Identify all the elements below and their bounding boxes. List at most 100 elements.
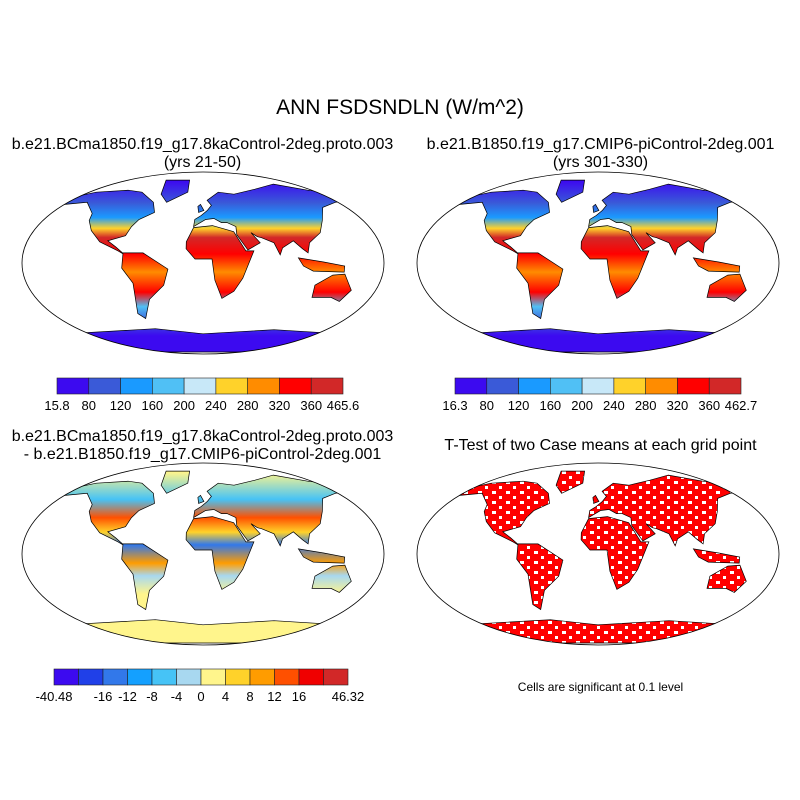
- colorbar-label: 15.8: [44, 398, 69, 413]
- colorbar-label: -12: [118, 689, 137, 704]
- land-north-america: [63, 480, 155, 547]
- colorbar-box: [183, 377, 217, 395]
- land-indonesia: [692, 548, 741, 564]
- colorbar-box: [279, 377, 312, 395]
- colorbar-label: 16: [292, 689, 306, 704]
- colorbar-label: 240: [205, 398, 227, 413]
- colorbar-box: [78, 668, 104, 686]
- colorbar-box: [200, 668, 226, 686]
- colorbar-box: [127, 668, 153, 686]
- panel3-subtitle: - b.e21.B1850.f19_g17.CMIP6-piControl-2d…: [23, 446, 382, 463]
- colorbar-label: 320: [667, 398, 689, 413]
- map-border: [21, 171, 385, 355]
- map-border: [21, 462, 385, 646]
- colorbar-label: 120: [508, 398, 530, 413]
- colorbar-label: 160: [141, 398, 163, 413]
- land-uk: [592, 494, 600, 504]
- colorbar-label: 360: [698, 398, 720, 413]
- colorbar-box: [323, 668, 349, 686]
- land-north-america: [63, 189, 155, 256]
- map-panel-2: [458, 179, 747, 353]
- colorbar-box: [677, 377, 710, 395]
- panel2-subtitle: (yrs 301-330): [552, 154, 649, 171]
- colorbar-label: 160: [539, 398, 561, 413]
- map-border: [416, 462, 780, 646]
- colorbar-label: 120: [110, 398, 132, 413]
- land-greenland: [555, 470, 586, 494]
- colorbar-1: 15.8 80 120 160 200 240 280 320 360 465.6: [44, 377, 359, 413]
- colorbar-label: -16: [94, 689, 113, 704]
- colorbar-3: -40.48 -16 -12 -8 -4 0 4 8 12 16 46.32: [36, 668, 364, 704]
- colorbar-box: [581, 377, 615, 395]
- land-africa: [185, 225, 255, 299]
- land-south-america: [516, 252, 564, 320]
- land-north-america: [458, 189, 550, 256]
- colorbar-label: 12: [267, 689, 281, 704]
- panel1-subtitle: (yrs 21-50): [163, 154, 242, 171]
- colorbar-box: [53, 668, 79, 686]
- panel1-title: b.e21.BCma1850.f19_g17.8kaControl-2deg.p…: [11, 136, 394, 153]
- land-indonesia: [692, 257, 741, 273]
- panel4-title: T-Test of two Case means at each grid po…: [444, 437, 757, 454]
- colorbar-box: [613, 377, 646, 395]
- colorbar-label: 240: [603, 398, 625, 413]
- colorbar-label: -40.48: [36, 689, 73, 704]
- panel4-note: Cells are significant at 0.1 level: [517, 680, 684, 694]
- colorbar-box: [518, 377, 551, 395]
- land-south-america: [516, 543, 564, 611]
- colorbar-label: 200: [571, 398, 593, 413]
- colorbar-label: 4: [222, 689, 229, 704]
- colorbar-box: [486, 377, 519, 395]
- land-africa: [580, 516, 650, 590]
- land-africa: [185, 516, 255, 590]
- colorbar-label: 462.7: [725, 398, 758, 413]
- main-title: ANN FSDSNDLN (W/m^2): [276, 96, 524, 119]
- colorbar-label: 80: [82, 398, 96, 413]
- colorbar-label: 8: [246, 689, 253, 704]
- colorbar-box: [176, 668, 202, 686]
- map-panel-4: [458, 470, 747, 644]
- colorbar-label: 80: [480, 398, 494, 413]
- colorbar-label: 320: [269, 398, 291, 413]
- land-australia: [311, 564, 352, 593]
- colorbar-box: [225, 668, 251, 686]
- colorbar-box: [120, 377, 153, 395]
- colorbar-label: 16.3: [442, 398, 467, 413]
- land-eurasia: [588, 474, 746, 547]
- land-greenland: [160, 179, 191, 203]
- land-greenland: [555, 179, 586, 203]
- land-eurasia: [193, 183, 351, 256]
- colorbar-box: [454, 377, 488, 395]
- colorbar-label: 200: [173, 398, 195, 413]
- land-uk: [592, 203, 600, 213]
- colorbar-box: [645, 377, 678, 395]
- panel3-title: b.e21.BCma1850.f19_g17.8kaControl-2deg.p…: [11, 428, 394, 445]
- colorbar-label: 280: [635, 398, 657, 413]
- colorbar-box: [152, 377, 185, 395]
- land-uk: [197, 203, 205, 213]
- colorbar-label: 0: [197, 689, 204, 704]
- colorbar-box: [708, 377, 742, 395]
- land-greenland: [160, 470, 191, 494]
- land-australia: [706, 564, 747, 593]
- colorbar-box: [298, 668, 324, 686]
- colorbar-box: [550, 377, 583, 395]
- colorbar-box: [88, 377, 121, 395]
- colorbar-label: 280: [237, 398, 259, 413]
- map-border: [416, 171, 780, 355]
- land-south-america: [121, 543, 169, 611]
- colorbar-box: [151, 668, 177, 686]
- land-uk: [197, 494, 205, 504]
- land-eurasia: [588, 183, 746, 256]
- colorbar-box: [102, 668, 128, 686]
- land-eurasia: [193, 474, 351, 547]
- land-south-america: [121, 252, 169, 320]
- colorbar-box: [249, 668, 275, 686]
- colorbar-box: [274, 668, 300, 686]
- colorbar-label: -4: [171, 689, 183, 704]
- colorbar-2: 16.3 80 120 160 200 240 280 320 360 462.7: [442, 377, 758, 413]
- map-panel-3: [63, 470, 352, 644]
- colorbar-label: -8: [146, 689, 158, 704]
